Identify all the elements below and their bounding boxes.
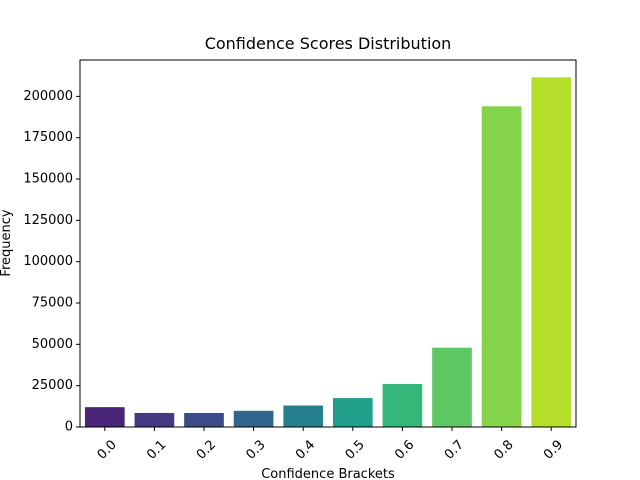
bar-0.4 xyxy=(283,405,324,427)
bar-0.2 xyxy=(184,412,224,427)
bar-0.5 xyxy=(332,398,373,427)
y-axis-label: Frequency xyxy=(0,209,14,276)
bar-0.3 xyxy=(233,410,274,427)
bar-0.0 xyxy=(84,407,125,427)
x-axis-label: Confidence Brackets xyxy=(261,467,395,480)
bar-0.6 xyxy=(382,384,423,427)
y-tick-label: 50000 xyxy=(32,337,73,352)
y-tick-label: 150000 xyxy=(23,172,73,187)
y-tick-label: 175000 xyxy=(23,130,73,145)
y-tick-label: 125000 xyxy=(23,213,73,228)
y-tick-label: 25000 xyxy=(32,378,73,393)
y-tick-label: 0 xyxy=(65,420,73,435)
bars-group xyxy=(84,77,572,428)
y-tick-label: 75000 xyxy=(32,296,73,311)
bar-0.1 xyxy=(134,412,175,427)
bar-0.8 xyxy=(481,106,522,427)
bar-0.7 xyxy=(432,347,472,427)
bar-0.9 xyxy=(531,77,572,428)
chart-title: Confidence Scores Distribution xyxy=(205,34,452,53)
y-axis: 0 25000 50000 75000 100000 125000 150000 175000… xyxy=(23,89,80,435)
plot-frame xyxy=(79,59,577,428)
y-tick-label: 200000 xyxy=(23,89,73,104)
y-tick-label: 100000 xyxy=(23,254,73,269)
